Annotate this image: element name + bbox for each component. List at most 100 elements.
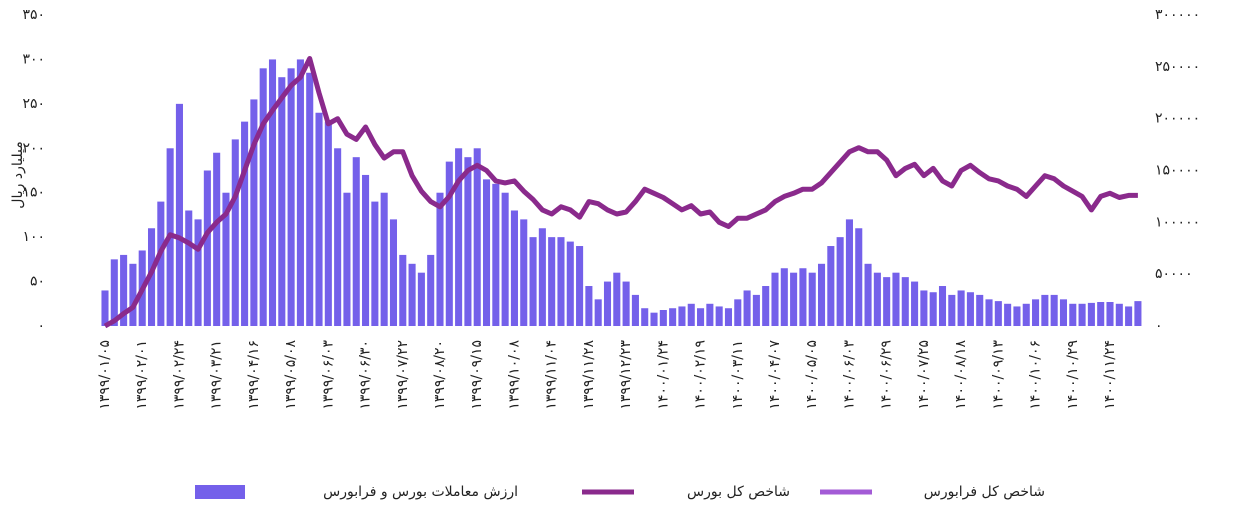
bar [780, 268, 788, 326]
y2-tick-label: ۳۰۰۰۰۰ [1155, 7, 1200, 23]
x-tick-label: ۱۳۹۹/۰۷/۲۲ [395, 340, 411, 410]
bar [752, 294, 760, 326]
bar [306, 72, 314, 326]
y-tick-label: ۵۰ [30, 274, 45, 290]
y2-tick-label: ۰ [1155, 318, 1163, 334]
bar [492, 183, 500, 326]
y-tick-label: ۲۵۰ [22, 96, 45, 112]
bar [911, 281, 919, 326]
x-tick-label: ۱۳۹۹/۰۳/۲۱ [209, 340, 225, 410]
bar [594, 299, 602, 326]
x-tick-label: ۱۴۰۰/۱۰/۲۹ [1065, 340, 1081, 410]
bar [101, 290, 109, 326]
bar [929, 292, 937, 326]
bar [352, 157, 360, 326]
bar [268, 59, 277, 327]
bar [873, 272, 881, 326]
bar [817, 263, 826, 326]
bar [1059, 299, 1068, 326]
bar [985, 299, 993, 326]
y-tick-label: ۲۰۰ [22, 140, 45, 156]
x-tick-label: ۱۳۹۹/۰۲/۲۴ [171, 340, 187, 410]
bar [724, 308, 733, 326]
bar [1069, 303, 1077, 326]
bar [1004, 303, 1012, 326]
x-tick-label: ۱۳۹۹/۰۴/۱۶ [246, 340, 262, 410]
y2-tick-label: ۱۵۰۰۰۰ [1155, 163, 1200, 179]
bar [194, 219, 202, 326]
bar [399, 254, 407, 326]
bar [976, 294, 984, 326]
bar [687, 303, 695, 326]
bar [864, 263, 872, 326]
x-tick-label: ۱۴۰۰/۰۹/۱۳ [990, 340, 1006, 410]
bar [296, 59, 304, 327]
bar [343, 192, 351, 326]
x-tick-label: ۱۳۹۹/۰۶/۳۰ [358, 340, 374, 410]
x-tick-label: ۱۴۰۰/۰۶/۲۹ [879, 340, 895, 410]
bar [1022, 303, 1030, 326]
bar [464, 157, 472, 326]
bar [203, 170, 211, 326]
x-tick-label: ۱۴۰۰/۱۱/۲۴ [1102, 340, 1118, 410]
bar [585, 286, 593, 326]
bar [1013, 306, 1021, 326]
bar [436, 192, 444, 326]
bar [427, 254, 435, 326]
x-tick-label: ۱۳۹۹/۰۹/۱۵ [469, 340, 485, 410]
bar [129, 263, 137, 326]
y-tick-label: ۱۰۰ [22, 229, 45, 245]
line [103, 56, 1138, 329]
bar [771, 272, 779, 326]
bar [529, 237, 537, 326]
x-tick-label: ۱۳۹۹/۰۲/۰۱ [134, 340, 150, 410]
x-tick-label: ۱۳۹۹/۰۸/۲۰ [432, 340, 448, 410]
bar [520, 219, 528, 326]
bar [371, 201, 379, 326]
legend-label: شاخص کل فرابورس [924, 484, 1045, 500]
bar [259, 68, 267, 327]
bar [855, 228, 863, 326]
bar [1032, 299, 1040, 326]
bar [389, 219, 398, 326]
bar [920, 290, 928, 326]
legend-label: شاخص کل بورس [687, 484, 790, 500]
bar [678, 306, 686, 326]
x-tick-label: ۱۴۰۰/۰۱/۲۴ [655, 340, 671, 410]
bar [175, 103, 183, 326]
bar [1097, 302, 1105, 326]
bar [445, 161, 453, 326]
bar [455, 148, 463, 326]
bar [1125, 306, 1133, 326]
bar [957, 290, 965, 326]
bar [417, 272, 425, 326]
bar [566, 241, 574, 326]
bar [1115, 303, 1123, 326]
bar [1106, 302, 1114, 326]
x-tick-label: ۱۴۰۰/۰۵/۰۵ [804, 340, 820, 410]
bar [697, 308, 705, 326]
bar [510, 210, 518, 326]
bar [622, 281, 630, 326]
bar [1050, 294, 1058, 326]
bar [631, 294, 639, 326]
y2-tick-label: ۱۰۰۰۰۰ [1155, 214, 1200, 230]
y-axis-title: میلیارد ریال [10, 141, 26, 208]
bar [808, 272, 816, 326]
bar [231, 139, 239, 326]
bar [1078, 303, 1086, 326]
y-tick-label: ۳۵۰ [22, 7, 45, 23]
bar [185, 210, 193, 326]
y-tick-label: ۳۰۰ [22, 51, 45, 67]
x-tick-label: ۱۴۰۰/۰۸/۱۸ [953, 340, 969, 410]
bar [157, 201, 165, 326]
x-tick-label: ۱۳۹۹/۰۵/۰۸ [283, 340, 299, 410]
bar [473, 148, 481, 326]
bar [827, 246, 835, 326]
bar [715, 306, 723, 326]
x-tick-label: ۱۴۰۰/۰۶/۰۳ [841, 340, 857, 410]
bar [659, 310, 667, 326]
x-tick-label: ۱۳۹۹/۱۰/۰۸ [506, 340, 522, 410]
x-tick-label: ۱۴۰۰/۰۳/۱۱ [730, 340, 746, 410]
x-tick-label: ۱۴۰۰/۰۲/۱۹ [693, 340, 709, 410]
